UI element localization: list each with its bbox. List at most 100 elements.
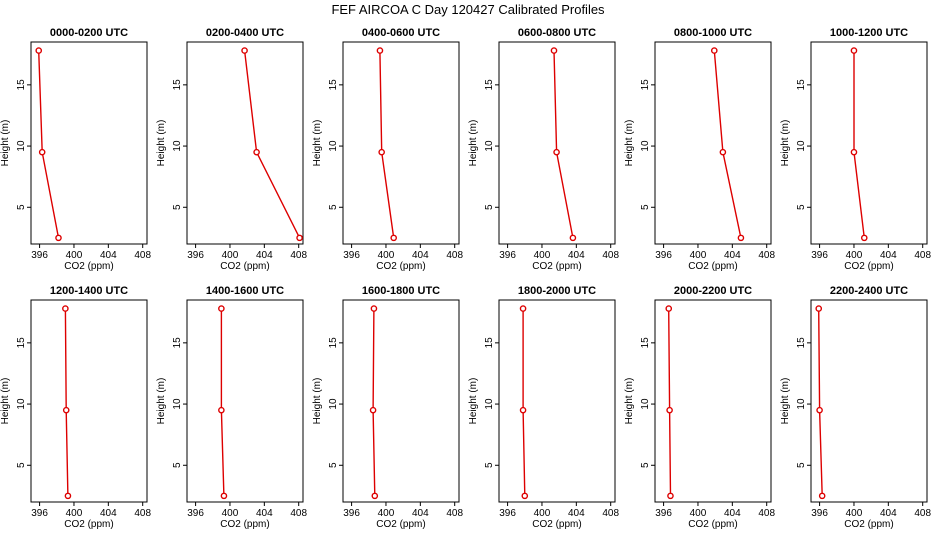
profile-line xyxy=(553,50,574,239)
profile-panel: 0200-0400 UTC 396 400 404 408 5 10 15 CO2 (ppm) H… xyxy=(156,27,307,272)
x-tick-label: 404 xyxy=(880,508,897,519)
x-tick-label: 396 xyxy=(31,508,48,519)
y-tick-label: 5 xyxy=(328,462,339,468)
x-tick-label: 404 xyxy=(568,250,585,261)
y-tick-label: 5 xyxy=(16,204,27,210)
x-tick-label: 396 xyxy=(499,250,516,261)
data-point xyxy=(369,406,377,414)
panel-title: 0800-1000 UTC xyxy=(674,27,752,39)
x-tick-label: 400 xyxy=(534,250,551,261)
plot-frame xyxy=(30,299,148,503)
y-tick-label: 15 xyxy=(640,79,651,91)
x-tick-label: 396 xyxy=(655,250,672,261)
data-point xyxy=(38,148,46,156)
x-axis-label: CO2 (ppm) xyxy=(220,519,269,530)
data-point xyxy=(519,406,527,414)
y-tick-label: 5 xyxy=(172,462,183,468)
y-tick-label: 15 xyxy=(640,337,651,349)
y-axis-label: Height (m) xyxy=(312,120,323,167)
y-tick-label: 5 xyxy=(172,204,183,210)
data-point xyxy=(35,47,43,54)
y-axis-label: Height (m) xyxy=(624,378,635,425)
data-point xyxy=(62,406,70,414)
profile-line xyxy=(243,50,301,239)
profile-line xyxy=(668,308,672,496)
x-axis-label: CO2 (ppm) xyxy=(532,519,581,530)
y-axis-label: Height (m) xyxy=(156,378,167,425)
x-tick-label: 408 xyxy=(290,250,307,261)
profile-panel: 0800-1000 UTC 396 400 404 408 5 10 15 CO2 (ppm) H… xyxy=(624,27,775,272)
profile-panel: 0600-0800 UTC 396 400 404 408 5 10 15 CO2 (ppm) H… xyxy=(468,27,619,272)
x-tick-label: 400 xyxy=(846,250,863,261)
y-tick-label: 10 xyxy=(796,398,807,410)
data-point xyxy=(719,148,727,156)
data-point xyxy=(860,234,868,242)
data-point xyxy=(850,47,858,54)
y-tick-label: 15 xyxy=(16,337,27,349)
profile-panel: 1000-1200 UTC 396 400 404 408 5 10 15 CO2 (ppm) H… xyxy=(780,27,931,272)
plot-frame xyxy=(498,299,616,503)
x-tick-label: 408 xyxy=(446,508,463,519)
x-axis-label: CO2 (ppm) xyxy=(688,261,737,272)
data-point xyxy=(241,47,248,54)
profile-line xyxy=(379,50,395,238)
x-tick-label: 408 xyxy=(134,508,151,519)
x-tick-label: 400 xyxy=(222,250,239,261)
profile-line xyxy=(372,308,376,496)
x-tick-label: 400 xyxy=(534,508,551,519)
plot-frame xyxy=(342,299,460,503)
y-axis-label: Height (m) xyxy=(468,378,479,425)
x-axis-label: CO2 (ppm) xyxy=(844,519,893,530)
data-point xyxy=(253,148,260,156)
x-axis-label: CO2 (ppm) xyxy=(844,261,893,272)
y-tick-label: 10 xyxy=(172,398,183,410)
y-tick-label: 10 xyxy=(484,398,495,410)
y-tick-label: 10 xyxy=(796,140,807,152)
x-tick-label: 408 xyxy=(758,508,775,519)
x-tick-label: 404 xyxy=(256,250,273,261)
panels-group: 0000-0200 UTC 396 400 404 408 5 10 15 CO2 (ppm) H… xyxy=(0,27,931,530)
x-tick-label: 404 xyxy=(724,508,741,519)
y-tick-label: 5 xyxy=(16,462,27,468)
profile-line xyxy=(64,308,69,496)
data-point xyxy=(371,492,379,500)
y-tick-label: 10 xyxy=(640,140,651,152)
data-point xyxy=(370,305,378,312)
data-point xyxy=(667,492,674,500)
data-point xyxy=(521,492,529,500)
profile-panel: 2000-2200 UTC 396 400 404 408 5 10 15 CO2 (ppm) H… xyxy=(624,285,775,530)
data-point xyxy=(666,406,673,414)
x-tick-label: 408 xyxy=(446,250,463,261)
x-tick-label: 396 xyxy=(343,508,360,519)
x-tick-label: 408 xyxy=(602,508,619,519)
x-axis-label: CO2 (ppm) xyxy=(376,261,425,272)
plot-frame xyxy=(186,299,304,503)
data-point xyxy=(220,492,228,500)
x-tick-label: 404 xyxy=(412,508,429,519)
panel-title: 0000-0200 UTC xyxy=(50,27,128,39)
x-tick-label: 400 xyxy=(378,508,395,519)
data-point xyxy=(737,234,745,242)
data-point xyxy=(815,305,823,312)
x-tick-label: 408 xyxy=(290,508,307,519)
x-tick-label: 400 xyxy=(690,508,707,519)
plot-frame xyxy=(498,41,616,245)
data-point xyxy=(62,305,69,312)
panel-title: 0600-0800 UTC xyxy=(518,27,596,39)
x-tick-label: 396 xyxy=(343,250,360,261)
data-point xyxy=(550,47,558,54)
data-point xyxy=(519,305,527,312)
profile-panel: 1200-1400 UTC 396 400 404 408 5 10 15 CO2 (ppm) H… xyxy=(0,285,151,530)
figure-title: FEF AIRCOA C Day 120427 Calibrated Profi… xyxy=(331,2,605,17)
y-axis-label: Height (m) xyxy=(0,120,11,167)
y-axis-label: Height (m) xyxy=(0,378,11,425)
x-axis-label: CO2 (ppm) xyxy=(64,519,113,530)
x-tick-label: 408 xyxy=(914,508,931,519)
x-axis-label: CO2 (ppm) xyxy=(64,261,113,272)
profile-line xyxy=(38,50,60,239)
data-point xyxy=(553,148,560,156)
profile-panel: 1600-1800 UTC 396 400 404 408 5 10 15 CO2 (ppm) H… xyxy=(312,285,463,530)
x-tick-label: 396 xyxy=(655,508,672,519)
x-axis-label: CO2 (ppm) xyxy=(220,261,269,272)
plot-frame xyxy=(654,299,772,503)
